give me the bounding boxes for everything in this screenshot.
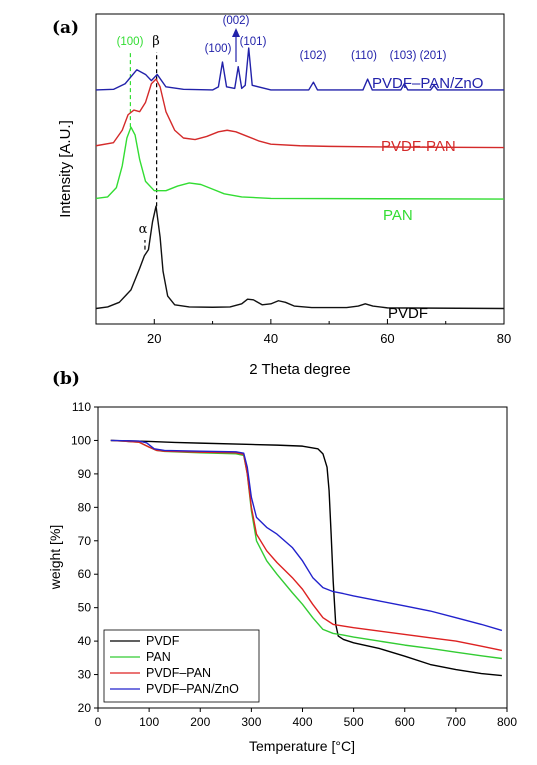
xrd-series-pvdf-pan bbox=[95, 78, 505, 149]
tga-y-tick-label-60: 60 bbox=[78, 567, 92, 581]
series-label-pan: PAN bbox=[383, 207, 413, 224]
tga-x-tick-label-400: 400 bbox=[292, 715, 312, 729]
xrd-series-pan bbox=[95, 126, 505, 200]
tga-x-ticks: 0 100 200 300 400 500 600 700 800 bbox=[95, 708, 517, 729]
legend-label-pan: PAN bbox=[146, 650, 171, 664]
xrd-series-group bbox=[95, 47, 505, 310]
xrd-reference-lines bbox=[129, 52, 158, 250]
tga-series-group bbox=[110, 439, 503, 677]
alpha-label: α bbox=[139, 222, 148, 237]
peak-label-002: (002) bbox=[223, 15, 250, 27]
xrd-series-pvdf bbox=[95, 205, 505, 310]
series-label-pvdf-pan-zno: PVDF–PAN/ZnO bbox=[372, 75, 483, 92]
legend-label-pvdf-pan: PVDF–PAN bbox=[146, 666, 211, 680]
panel-a-label: (a) bbox=[52, 18, 79, 38]
xrd-y-axis-title: Intensity [A.U.] bbox=[57, 120, 74, 218]
tga-y-tick-label-50: 50 bbox=[78, 601, 92, 615]
tga-legend: PVDF PAN PVDF–PAN PVDF–PAN/ZnO bbox=[103, 629, 260, 703]
tga-y-axis-title: weight [%] bbox=[47, 525, 63, 591]
peak-label-110: (110) bbox=[351, 50, 377, 62]
tga-x-tick-label-100: 100 bbox=[139, 715, 159, 729]
xrd-x-tick-label-80: 80 bbox=[497, 331, 511, 346]
xrd-x-tick-label-40: 40 bbox=[264, 331, 278, 346]
tga-x-tick-label-200: 200 bbox=[190, 715, 210, 729]
xrd-panel: (a) 20 40 60 80 (100) β (002) (101) (100) (… bbox=[52, 13, 511, 378]
series-label-pvdf-pan: PVDF-PAN bbox=[381, 138, 456, 155]
peak-002-arrow-head bbox=[232, 28, 240, 37]
legend-label-pvdf: PVDF bbox=[146, 634, 180, 648]
tga-series-pan bbox=[110, 439, 502, 660]
tga-y-tick-label-100: 100 bbox=[71, 433, 91, 447]
xrd-x-ticks: 20 40 60 80 bbox=[147, 319, 511, 346]
tga-x-tick-label-600: 600 bbox=[395, 715, 415, 729]
tga-y-tick-label-70: 70 bbox=[78, 534, 92, 548]
tga-series-pvdf bbox=[110, 439, 502, 677]
tga-y-ticks: 20 30 40 50 60 70 80 90 100 110 bbox=[71, 400, 98, 715]
xrd-x-tick-label-20: 20 bbox=[147, 331, 161, 346]
peak-label-201: (201) bbox=[420, 50, 447, 62]
tga-x-axis-title: Temperature [°C] bbox=[249, 738, 355, 754]
tga-y-tick-label-110: 110 bbox=[72, 400, 91, 414]
tga-y-tick-label-30: 30 bbox=[78, 668, 92, 682]
tga-x-tick-label-800: 800 bbox=[497, 715, 517, 729]
xrd-series-pvdf-pan-zno bbox=[95, 47, 504, 91]
tga-series-pvdf-pan-zno bbox=[110, 439, 503, 632]
tga-y-tick-label-40: 40 bbox=[78, 634, 92, 648]
peak-label-101: (101) bbox=[240, 36, 267, 48]
peak-label-100-green: (100) bbox=[117, 36, 144, 48]
tga-panel: (b) 0 100 200 300 400 500 600 700 800 20 30 40 50 60… bbox=[47, 369, 517, 754]
legend-label-pvdf-pan-zno: PVDF–PAN/ZnO bbox=[146, 682, 239, 696]
tga-x-tick-label-500: 500 bbox=[344, 715, 364, 729]
xrd-x-axis-title: 2 Theta degree bbox=[249, 361, 350, 378]
peak-label-100-blue: (100) bbox=[205, 43, 232, 55]
tga-series-pvdf-pan bbox=[110, 439, 503, 652]
series-label-pvdf: PVDF bbox=[388, 305, 428, 322]
legend-box bbox=[103, 629, 260, 703]
tga-y-tick-label-80: 80 bbox=[78, 500, 92, 514]
xrd-x-tick-label-60: 60 bbox=[380, 331, 394, 346]
peak-label-103: (103) bbox=[390, 50, 417, 62]
xrd-plot-frame bbox=[95, 13, 505, 325]
tga-x-tick-label-300: 300 bbox=[241, 715, 261, 729]
peak-label-102: (102) bbox=[300, 50, 327, 62]
panel-b-label: (b) bbox=[52, 369, 80, 389]
tga-y-tick-label-90: 90 bbox=[78, 467, 92, 481]
beta-label: β bbox=[152, 34, 160, 49]
tga-y-tick-label-20: 20 bbox=[78, 701, 92, 715]
tga-x-tick-label-700: 700 bbox=[446, 715, 466, 729]
tga-x-tick-label-0: 0 bbox=[95, 715, 102, 729]
